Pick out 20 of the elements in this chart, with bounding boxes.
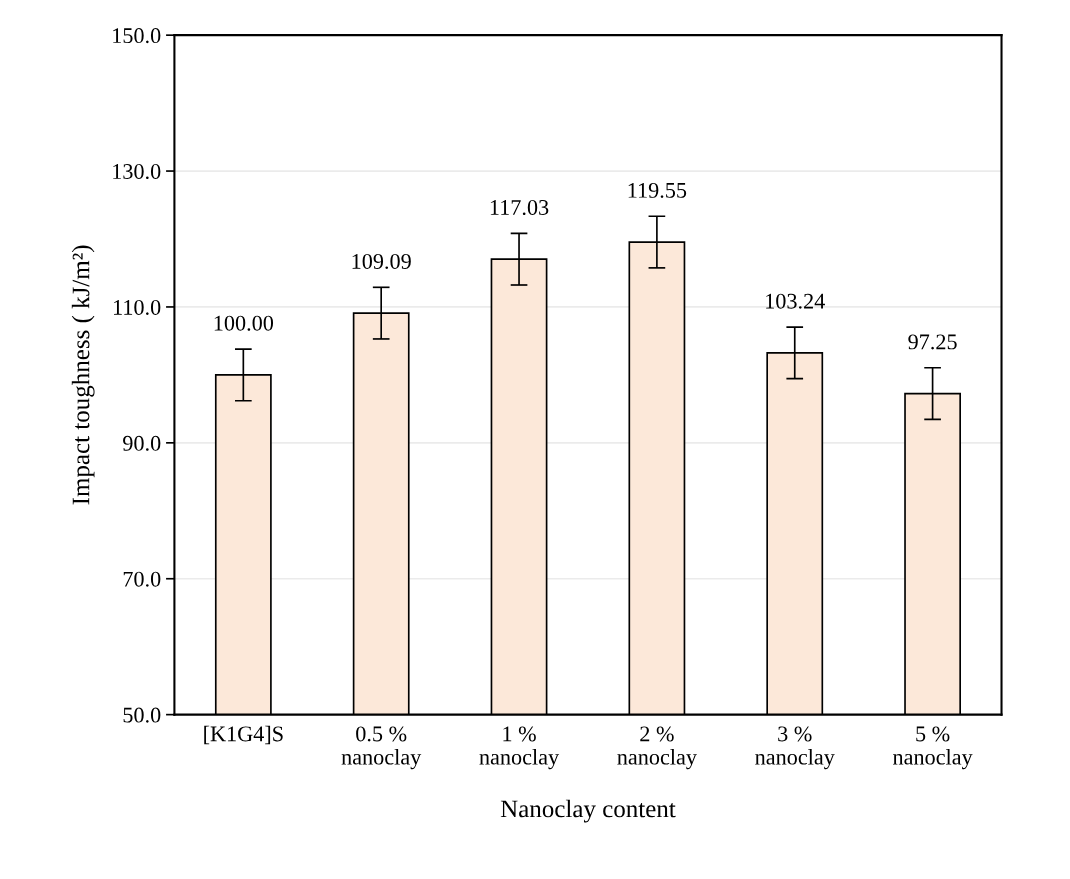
data-label: 103.24	[766, 293, 825, 309]
y-tick-label: 70.0	[123, 571, 161, 587]
data-label: 97.25	[908, 334, 957, 350]
data-label: 119.55	[628, 182, 687, 198]
y-tick-label: 50.0	[123, 707, 161, 723]
y-tick-label: 150.0	[113, 28, 161, 44]
x-tick-label: [K1G4]S	[204, 725, 283, 745]
x-axis-title: Nanoclay content	[500, 799, 676, 823]
y-tick-label: 110.0	[114, 299, 161, 315]
y-axis-title: Impact toughness ( kJ/m²)	[71, 245, 95, 505]
x-tick-label: 3 % nanoclay	[755, 726, 835, 770]
y-tick-label: 130.0	[113, 163, 161, 180]
data-label: 117.03	[490, 199, 549, 216]
data-label: 100.00	[214, 315, 274, 331]
x-tick-label: 0.5 % nanoclay	[341, 726, 422, 770]
y-tick-label: 90.0	[123, 435, 161, 451]
x-tick-label: 1 % nanoclay	[479, 726, 560, 770]
x-tick-label: 5 % nanoclay	[893, 726, 973, 770]
x-tick-label: 2 % nanoclay	[617, 726, 697, 770]
data-label: 109.09	[352, 253, 411, 269]
